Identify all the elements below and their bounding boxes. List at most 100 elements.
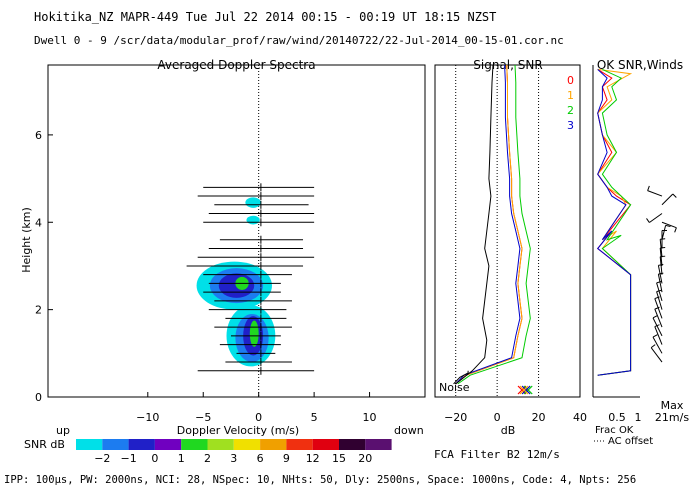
colorbar-swatch [312, 439, 339, 450]
wind-barb-flag [650, 344, 656, 349]
spectra-xlabel: Doppler Velocity (m/s) [177, 424, 299, 437]
signal-series-0 [455, 64, 523, 385]
wind-barb-flag [647, 185, 650, 191]
colorbar-tick-label: 2 [204, 452, 211, 465]
colorbar-tick-label: 12 [306, 452, 320, 465]
header-path: Dwell 0 - 9 /scr/data/modular_prof/raw/w… [34, 34, 564, 47]
frac-ok-series-2 [597, 68, 632, 376]
wind-barb-flag [674, 227, 677, 233]
footer-params: IPP: 100μs, PW: 2000ns, NCI: 28, NSpec: … [4, 474, 637, 486]
noise-marker [517, 385, 527, 395]
signal-series-1 [455, 64, 523, 385]
noise-marker [519, 385, 529, 395]
wind-barb [652, 336, 663, 354]
x-tick-label: −10 [136, 411, 159, 424]
wind-barb [656, 291, 663, 310]
wind-barb [652, 317, 663, 337]
x-tick-label: −5 [195, 411, 211, 424]
colorbar-swatch [181, 439, 208, 450]
wind-barb [654, 308, 663, 328]
filter-label: FCA Filter B2 12m/s [434, 448, 560, 461]
spectra-ylabel: Height (km) [20, 207, 33, 273]
x-tick-label: 10 [363, 411, 377, 424]
wind-barb-flag [665, 224, 671, 228]
signal-xlabel: dB [501, 424, 516, 437]
wind-barb [659, 239, 663, 258]
colorbar-tick-label: −1 [120, 452, 136, 465]
colorbar-swatch [233, 439, 261, 450]
noise-marker [521, 385, 531, 395]
spectra-frame [47, 64, 426, 398]
winds-x-tick-label: 0.5 [608, 411, 626, 424]
y-tick-label: 4 [35, 216, 42, 229]
wind-barb [649, 213, 663, 223]
legend-entry-2: 2 [567, 104, 574, 117]
wind-barb [654, 326, 663, 345]
y-tick-label: 0 [35, 391, 42, 404]
signal-series-signal [455, 64, 494, 385]
wind-barb [659, 256, 663, 275]
wind-barb-flag [654, 306, 660, 310]
signal-x-tick-label: −20 [444, 411, 467, 424]
wind-barb-flag [656, 280, 662, 284]
wind-barb-flag [652, 334, 658, 338]
signal-series-3 [455, 64, 521, 385]
wind-barb-flag [646, 218, 650, 223]
wind-barb [654, 298, 663, 319]
colorbar-tick-label: 0 [151, 452, 158, 465]
max-label: Max [661, 399, 684, 412]
legend-entry-0: 0 [567, 74, 574, 87]
signal-series-noise [453, 370, 469, 385]
colorbar-tick-label: 20 [358, 452, 372, 465]
colorbar-swatch [339, 439, 366, 450]
frac-ok-label: Frac OK [595, 425, 634, 436]
wind-barb [656, 282, 663, 302]
wind-barb [657, 274, 663, 293]
wind-barb [657, 265, 663, 284]
colorbar-swatch [154, 439, 182, 450]
wind-barb-flag [652, 315, 658, 319]
wind-barb-flag [672, 193, 677, 198]
colorbar-label: SNR dB [24, 438, 65, 451]
colorbar-tick-label: 3 [230, 452, 237, 465]
ac-offset-label: AC offset [608, 436, 653, 447]
legend-entry-3: 3 [567, 119, 574, 132]
colorbar-swatch [76, 439, 103, 450]
winds-x-tick-label: 1 [635, 411, 642, 424]
colorbar-swatch [128, 439, 155, 450]
noise-label: Noise [439, 381, 470, 394]
wind-barb [661, 221, 677, 229]
snr-patch [249, 320, 259, 347]
max-value: 21m/s [655, 411, 689, 424]
colorbar-tick-label: −2 [94, 452, 110, 465]
x-tick-label: 5 [311, 411, 318, 424]
x-tick-label: 0 [255, 411, 262, 424]
wind-barb [650, 347, 663, 363]
legend-entry-1: 1 [567, 89, 574, 102]
winds-title: OK SNR,Winds [597, 58, 683, 72]
colorbar-swatch [102, 439, 129, 450]
snr-patch [246, 215, 260, 225]
colorbar-tick-label: 15 [332, 452, 346, 465]
wind-barb [661, 225, 667, 240]
signal-x-tick-label: 0 [494, 411, 501, 424]
colorbar-swatch [286, 439, 313, 450]
signal-x-tick-label: 20 [532, 411, 546, 424]
signal-series-2 [457, 64, 531, 385]
signal-x-tick-label: 40 [573, 411, 587, 424]
colorbar-tick-label: 9 [283, 452, 290, 465]
wind-barb [661, 193, 674, 206]
colorbar-swatch [260, 439, 287, 450]
signal-frame [434, 64, 581, 398]
wind-barb [659, 247, 663, 266]
noise-marker [523, 385, 533, 395]
up-label: up [56, 424, 70, 437]
frac-ok-series-3 [596, 69, 632, 376]
y-tick-label: 2 [35, 304, 42, 317]
snr-patch [245, 197, 261, 208]
wind-barb-flag [658, 272, 664, 275]
header-title: Hokitika_NZ MAPR-449 Tue Jul 22 2014 00:… [34, 10, 497, 24]
colorbar-tick-label: 1 [178, 452, 185, 465]
colorbar-swatch [365, 439, 392, 450]
